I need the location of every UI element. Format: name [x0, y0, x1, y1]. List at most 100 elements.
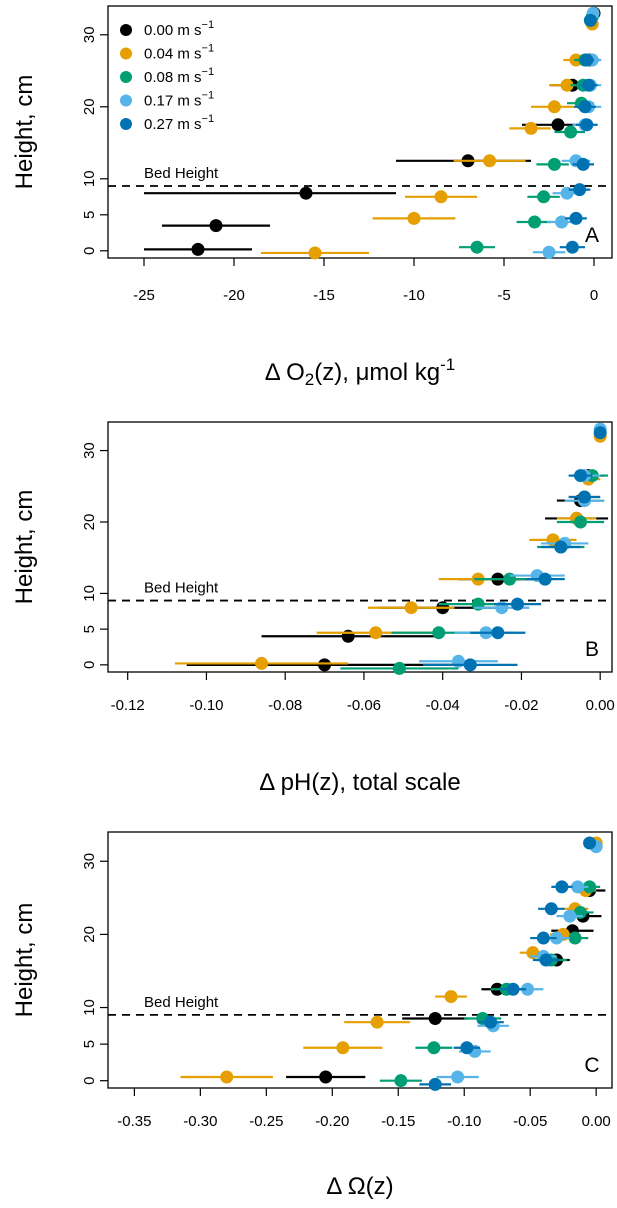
legend: 0.00 m s−1 0.04 m s−1 0.08 m s−1 0.17 m s−1…: [120, 19, 214, 133]
x-axis-title: Δ pH(z), total scale: [259, 769, 460, 796]
x-tick-label: -0.12: [111, 697, 145, 714]
y-tick-label: 5: [81, 211, 98, 219]
legend-label: 0.08 m s−1: [144, 66, 214, 86]
data-point: [560, 78, 574, 92]
panel-C: -0.35 -0.30 -0.25 -0.20 -0.15 -0.10 -0.05 0.00 0…: [11, 831, 613, 1200]
x-tick-label: -0.25: [249, 1113, 283, 1130]
y-tick-label: 30: [81, 853, 98, 870]
data-point: [539, 953, 553, 967]
x-tick-label: -0.30: [183, 1113, 217, 1130]
data-point: [404, 601, 418, 615]
data-point: [463, 658, 477, 672]
data-point: [537, 190, 551, 204]
data-point: [432, 626, 446, 640]
series-v017: [419, 422, 607, 668]
data-point: [574, 469, 587, 483]
data-point: [547, 157, 561, 171]
data-point: [299, 186, 313, 200]
data-point: [191, 242, 205, 256]
bed-height-label: Bed Height: [144, 165, 219, 182]
series-v027: [423, 426, 607, 672]
legend-label: 0.00 m s−1: [144, 19, 214, 39]
data-point: [564, 125, 578, 139]
legend-marker: [120, 94, 132, 107]
x-tick-label: 0.00: [586, 697, 615, 714]
x-tick-label: -0.10: [447, 1113, 481, 1130]
data-point: [220, 1070, 234, 1084]
x-tick-label: -0.10: [189, 697, 223, 714]
y-tick-label: 0: [81, 1077, 98, 1085]
data-point: [427, 1041, 441, 1055]
data-point: [554, 540, 568, 554]
legend-marker: [120, 24, 132, 36]
legend-marker: [120, 71, 132, 83]
x-tick-label: -20: [223, 287, 245, 304]
data-point: [470, 240, 484, 254]
data-point: [528, 215, 542, 229]
data-point: [369, 626, 383, 640]
data-point: [568, 931, 582, 945]
data-point: [407, 211, 421, 225]
x-tick-label: -0.08: [268, 697, 302, 714]
panel-letter: C: [584, 1054, 599, 1077]
data-point: [428, 1012, 442, 1026]
data-point: [571, 880, 585, 894]
data-point: [308, 246, 322, 260]
data-point: [555, 215, 569, 229]
data-point: [491, 626, 505, 640]
y-tick-label: 10: [81, 585, 98, 602]
x-tick-label: -0.05: [513, 1113, 547, 1130]
data-point: [593, 426, 607, 440]
data-point: [578, 100, 592, 114]
data-point: [460, 1041, 474, 1055]
series-v027: [419, 836, 597, 1091]
y-tick-label: 5: [81, 1040, 98, 1048]
x-tick-label: -0.04: [426, 697, 460, 714]
legend-label: 0.27 m s−1: [144, 113, 214, 133]
y-tick-label: 5: [81, 625, 98, 633]
x-tick-label: 0.00: [582, 1113, 611, 1130]
y-tick-label: 0: [81, 247, 98, 255]
legend-marker: [120, 47, 132, 60]
data-point: [563, 909, 577, 923]
data-point: [542, 245, 556, 259]
x-tick-label: -25: [133, 287, 155, 304]
data-point: [319, 1070, 333, 1084]
plot-frame: [107, 5, 613, 259]
data-point: [336, 1041, 350, 1055]
data-point: [451, 1070, 465, 1084]
y-tick-label: 30: [81, 442, 98, 459]
x-tick-label: -10: [403, 287, 425, 304]
data-point: [551, 118, 565, 132]
y-axis-title: Height, cm: [11, 903, 38, 1018]
data-point: [573, 183, 587, 197]
data-point: [511, 597, 524, 611]
data-point: [538, 572, 552, 586]
y-tick-label: 20: [81, 98, 98, 115]
x-tick-label: -5: [497, 287, 510, 304]
series-v004: [174, 429, 607, 670]
x-tick-label: -0.15: [381, 1113, 415, 1130]
data-point: [576, 157, 590, 171]
x-axis-title: Δ O2(z), μmol kg-1: [265, 355, 455, 389]
data-point: [569, 211, 583, 225]
data-point: [428, 1077, 442, 1091]
y-tick-label: 10: [81, 999, 98, 1016]
data-point: [536, 931, 550, 945]
series-v004: [261, 17, 599, 260]
series-v000: [286, 884, 606, 1084]
data-point: [580, 118, 594, 132]
plot-frame: [107, 421, 613, 673]
data-point: [484, 1015, 498, 1029]
data-point: [583, 13, 597, 27]
data-point: [583, 880, 597, 894]
data-point: [392, 661, 406, 675]
y-axis-title: Height, cm: [11, 75, 38, 190]
data-point: [434, 190, 448, 204]
data-point: [555, 880, 569, 894]
panel-A: -25 -20 -15 -10 -5 0 0 5 10 20 30 Height, cm Δ O2(z)…: [11, 5, 613, 389]
panel-letter: B: [585, 638, 599, 661]
data-point: [444, 990, 458, 1004]
y-tick-label: 10: [81, 170, 98, 187]
